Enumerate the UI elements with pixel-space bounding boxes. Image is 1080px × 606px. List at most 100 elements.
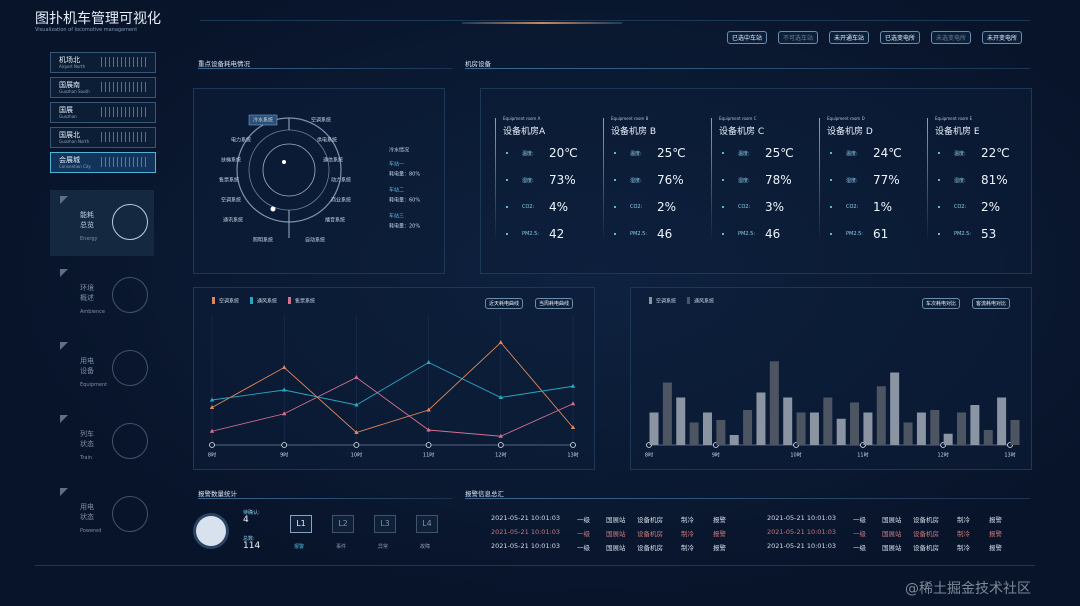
alarm-cell: 国展站 [606,544,626,552]
metric-dot [830,179,832,181]
bar [729,435,739,445]
chart-button[interactable]: 当周耗电曲线 [535,298,574,309]
legend-label: 通风系统 [257,298,277,305]
total-label: 总数: [243,536,255,542]
point [498,433,503,438]
bar [997,397,1007,445]
station-en: Guozhan North [59,139,90,144]
series-line [211,361,574,406]
filter-button[interactable]: 未选变电所 [931,31,972,44]
level-name: 异常 [378,544,389,550]
chart-button[interactable]: 近天耗电曲线 [485,298,524,309]
system-label: 售票系统 [219,177,239,184]
room-en: Equipment room B [611,116,649,121]
filter-button[interactable]: 不可选车站 [778,31,819,44]
bar [836,418,846,445]
metric-dot [938,179,940,181]
nav-item[interactable]: 能耗总览 Energy [50,190,154,256]
axis-marker [209,442,215,448]
point [282,411,287,416]
metric-dot [506,152,508,154]
axis-marker [425,442,432,448]
system-label: 扶梯系统 [221,157,241,164]
consumption-station: 车站二 [389,187,404,194]
room-divider [711,118,712,242]
nav-corner [60,196,68,204]
consumption-station: 车站三 [389,213,404,220]
station-bars [101,82,149,92]
nav-corner [60,269,68,277]
nav-item[interactable]: 用电状态 Powered [50,482,154,548]
nav-icon [112,496,148,532]
level-name: 事件 [336,544,347,550]
metric-label: CO2: [630,204,643,210]
room-name: 设备机房 E [935,127,980,137]
station-item[interactable]: 国展北 Guozhan North [50,127,156,148]
energy-panel [193,88,445,274]
room-en: Equipment room A [503,116,541,121]
x-tick-label: 10时 [790,452,801,459]
system-label: 供电系统 [317,137,337,144]
chart-button[interactable]: 客流耗电对比 [972,298,1011,309]
metric-label: PM2.5: [522,231,539,237]
filter-button[interactable]: 已选变电所 [880,31,921,44]
metric-label: CO2: [738,204,751,210]
nav-icon [112,204,148,240]
filter-button[interactable]: 未开通车站 [829,31,870,44]
bar [850,402,860,445]
bar [716,420,726,445]
alarm-cell: 国展站 [606,516,626,524]
system-label: 照明系统 [253,237,273,244]
station-item[interactable]: 机场北 Airport North [50,52,156,73]
metric-dot [830,233,832,235]
metric-value: 3% [765,200,785,214]
metric-dot [614,179,616,181]
station-item[interactable]: 会展城 Convention City [50,152,156,173]
metric-value: 25℃ [765,146,794,160]
metric-value: 73% [549,173,576,187]
alarm-cell: 设备机房 [913,544,939,552]
metric-value: 53 [981,227,997,241]
rooms-panel [480,88,1032,274]
x-tick-label: 13时 [1004,452,1015,459]
point [282,387,287,392]
x-tick-label: 12时 [937,452,948,459]
station-item[interactable]: 国展 Guozhan [50,102,156,123]
bar [649,412,659,445]
metric-value: 76% [657,173,684,187]
top-accent [462,22,622,24]
metric-label: 湿度: [522,178,534,184]
station-name: 机场北 [59,56,80,64]
nav-icon [112,423,148,459]
nav-corner [60,415,68,423]
nav-label: 能耗总览 [80,211,94,229]
bar [823,397,833,445]
nav-icon [112,350,148,386]
alarm-cell: 国展站 [882,544,902,552]
nav-item[interactable]: 列车状态 Train [50,409,154,475]
metric-label: 温度: [630,151,642,157]
station-en: Guozhan South [59,89,90,94]
bar [702,412,712,445]
metric-value: 77% [873,173,900,187]
metric-label: PM2.5: [954,231,971,237]
metric-label: PM2.5: [846,231,863,237]
metric-label: CO2: [522,204,535,210]
chart-button[interactable]: 车次耗电对比 [922,298,961,309]
station-item[interactable]: 国展南 Guozhan South [50,77,156,98]
nav-item[interactable]: 用电设备 Equipment [50,336,154,402]
system-label: 播音系统 [325,217,345,224]
panel-title: 重点设备耗电情况 [198,60,250,68]
level-badge: L3 [374,515,396,533]
filter-button[interactable]: 已选中车站 [727,31,768,44]
radial-diagram: 冷水系统电力系统扶梯系统售票系统空调系统通讯系统照明系统空调系统供电系统通信系统… [219,114,420,244]
point [570,401,576,406]
point [209,405,215,409]
filter-button[interactable]: 未开变电所 [982,31,1023,44]
alarm-cell: 2021-05-21 10:01:03 [491,528,561,536]
nav-item[interactable]: 环境概述 Ambience [50,263,154,329]
station-bars [101,132,149,142]
nav-label: 列车状态 [80,430,94,448]
x-tick-label: 10时 [351,452,362,459]
